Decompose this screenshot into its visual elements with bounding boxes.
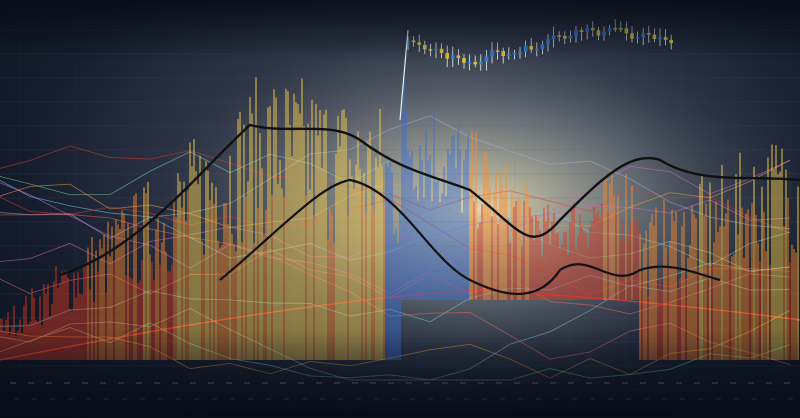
indicator-line [0, 115, 791, 239]
candle-body [462, 58, 466, 63]
candle-body [467, 62, 472, 64]
trend-line-primary [59, 123, 800, 277]
trend-line-secondary [219, 178, 721, 296]
candle-body [473, 62, 477, 65]
candle-body [479, 61, 483, 65]
volume-spectrum-graphic [0, 77, 799, 360]
bottom-vignette [0, 330, 800, 418]
trend-line-graphic [59, 123, 800, 296]
top-vignette [0, 0, 800, 60]
